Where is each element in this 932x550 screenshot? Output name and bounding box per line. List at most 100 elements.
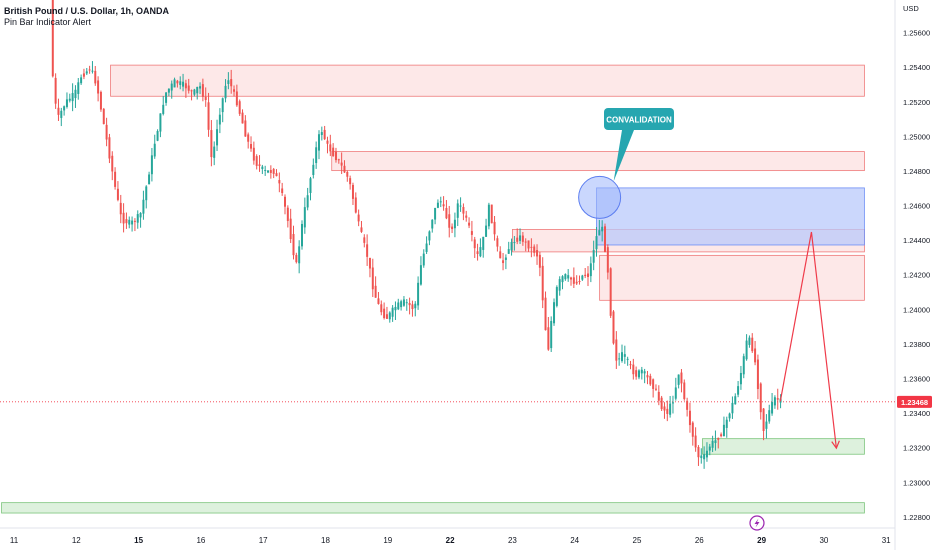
candle-body (462, 207, 465, 214)
candle-body (317, 134, 320, 151)
candle-body (476, 251, 479, 255)
candle-body (298, 246, 301, 264)
candle-body (734, 396, 737, 405)
y-tick-label: 1.23000 (903, 478, 930, 487)
candle-body (303, 207, 306, 228)
candle-body (60, 110, 63, 118)
candle-body (111, 155, 114, 172)
candle-body (615, 339, 618, 361)
candle-body (196, 86, 199, 94)
candle-body (306, 195, 309, 208)
candle-body (646, 375, 649, 378)
candle-body (136, 214, 139, 223)
candle-body (516, 237, 519, 242)
candle-body (275, 173, 278, 177)
candle-body (363, 237, 366, 243)
indicator-label: Pin Bar Indicator Alert (4, 17, 92, 27)
x-tick-label: 18 (321, 536, 330, 545)
candle-body (380, 304, 383, 313)
candle-body (663, 406, 666, 411)
candle-body (258, 164, 261, 166)
candle-body (703, 454, 706, 460)
candle-body (425, 243, 428, 252)
candle-body (686, 400, 689, 410)
candle-body (227, 80, 230, 85)
candle-body (411, 304, 414, 310)
candle-body (51, 0, 54, 77)
candle-body (487, 204, 490, 227)
candle-body (125, 219, 128, 224)
candle-body (94, 70, 97, 84)
candle-body (536, 250, 539, 257)
candle-body (326, 140, 329, 144)
candle-body (400, 301, 403, 308)
x-tick-label: 31 (882, 536, 891, 545)
candle-body (604, 226, 607, 252)
candle-body (459, 205, 462, 207)
candle-body (453, 219, 456, 229)
candle-body (742, 356, 745, 375)
x-tick-label: 17 (259, 536, 268, 545)
x-tick-label: 16 (196, 536, 205, 545)
candle-body (193, 89, 196, 95)
y-tick-label: 1.25000 (903, 132, 930, 141)
candle-body (388, 312, 391, 320)
x-tick-label: 26 (695, 536, 704, 545)
candle-body (165, 92, 168, 103)
candle-body (451, 226, 454, 230)
candle-body (448, 214, 451, 228)
candle-body (57, 107, 60, 115)
x-tick-label: 30 (819, 536, 828, 545)
candle-body (213, 146, 216, 158)
candle-body (578, 281, 581, 283)
candle-body (773, 397, 776, 406)
lightning-icon[interactable] (749, 515, 765, 531)
current-price-badge (897, 395, 932, 408)
candle-body (538, 254, 541, 268)
candle-body (595, 236, 598, 250)
candle-body (65, 99, 68, 107)
demand-zone-6 (702, 438, 865, 455)
candle-body (776, 398, 779, 400)
candle-body (63, 106, 66, 111)
candle-body (80, 77, 83, 84)
candle-body (544, 297, 547, 331)
candle-body (269, 170, 272, 173)
candle-body (553, 302, 556, 324)
candle-body (570, 277, 573, 280)
candle-body (210, 130, 213, 158)
candle-body (414, 303, 417, 309)
candle-body (722, 424, 725, 437)
candle-body (74, 89, 77, 99)
candle-body (99, 91, 102, 110)
candle-body (216, 129, 219, 146)
chart-title: British Pound / U.S. Dollar, 1h, OANDA (4, 6, 170, 16)
candle-body (629, 364, 632, 366)
candle-body (85, 71, 88, 74)
candle-body (592, 250, 595, 263)
candle-body (436, 202, 439, 208)
candle-body (357, 214, 360, 222)
candle-body (82, 73, 85, 77)
candle-body (470, 231, 473, 235)
current-price-label: 1.23468 (901, 398, 928, 407)
candle-body (649, 375, 652, 385)
candle-body (674, 387, 677, 399)
candle-body (417, 282, 420, 306)
candle-body (281, 188, 284, 193)
candle-body (408, 302, 411, 306)
y-axis-unit: USD (903, 4, 919, 13)
candle-body (598, 230, 601, 236)
x-tick-label: 22 (446, 536, 455, 545)
candle-body (550, 320, 553, 349)
candle-body (697, 446, 700, 458)
candle-body (499, 251, 502, 259)
candle-body (575, 281, 578, 284)
candle-body (748, 337, 751, 345)
candle-body (657, 391, 660, 401)
y-tick-label: 1.23200 (903, 444, 930, 453)
candle-body (473, 239, 476, 249)
candle-body (521, 235, 524, 242)
candle-body (442, 204, 445, 207)
